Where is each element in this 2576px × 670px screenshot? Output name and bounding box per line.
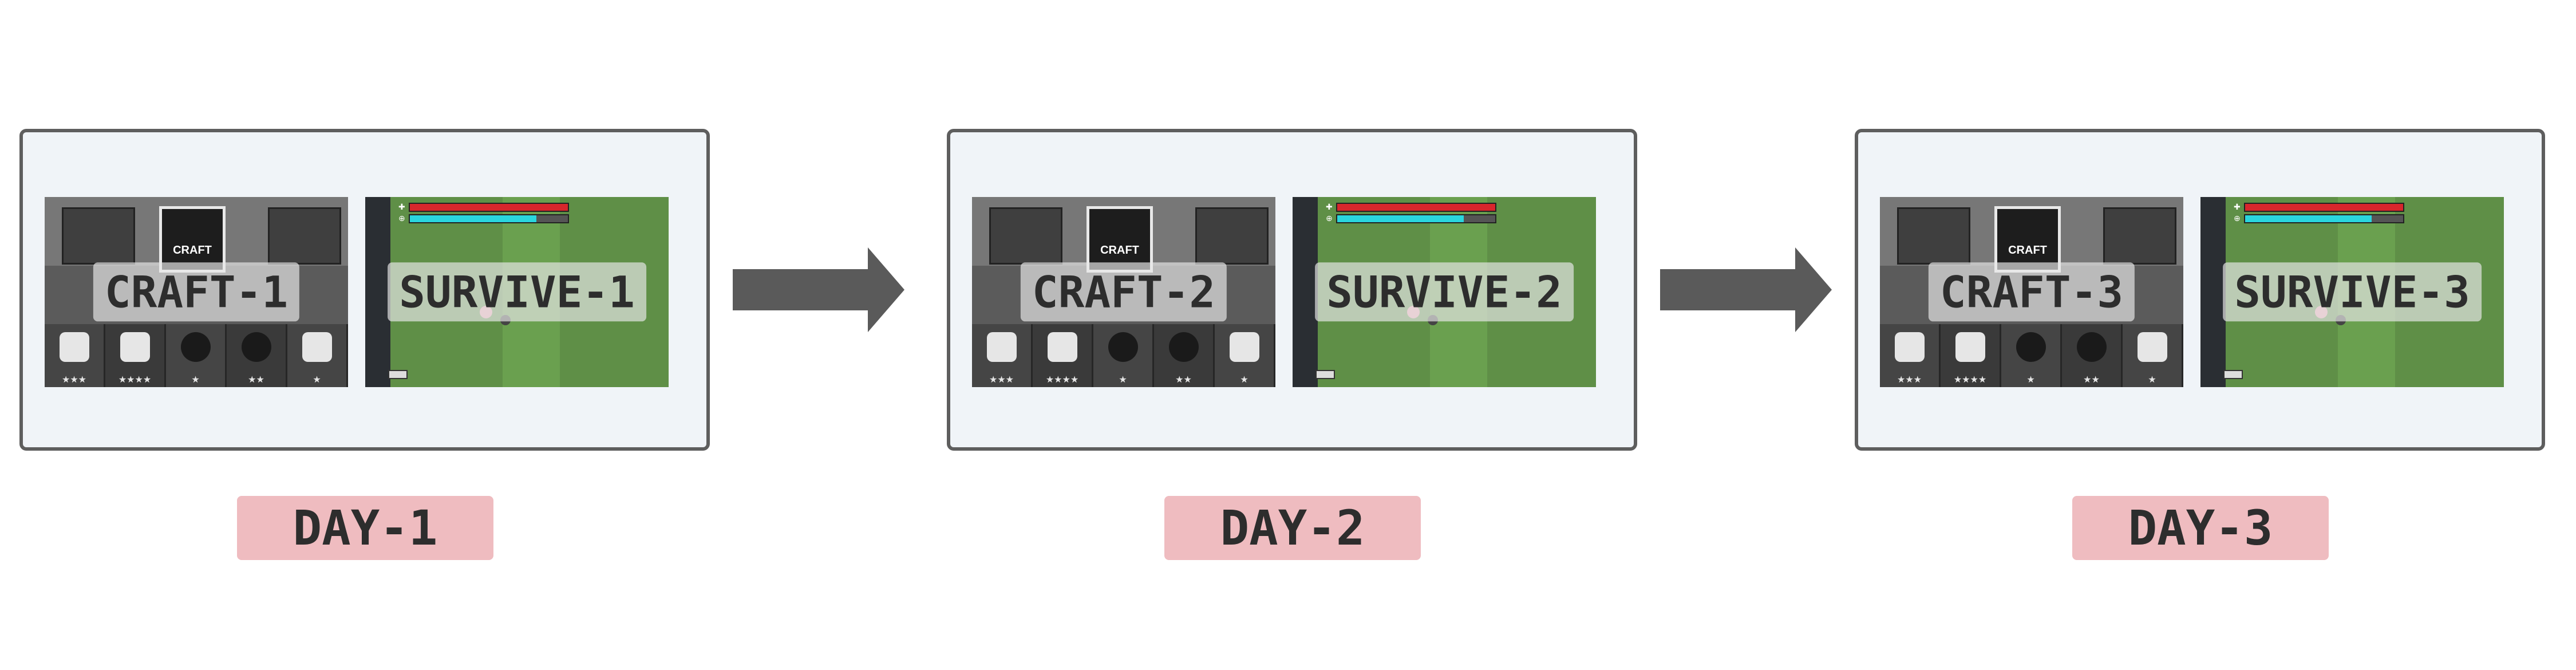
craft-button: CRAFT	[159, 206, 226, 273]
survive-thumbnail: ✚ ⊕ SURVIVE-2	[1293, 197, 1596, 387]
bomb-icon	[2016, 332, 2046, 362]
energy-icon: ⊕	[1326, 214, 1333, 223]
hud-pad	[388, 370, 408, 379]
craft-slot	[268, 207, 341, 265]
craft-slot	[62, 207, 135, 265]
craft-thumbnail: CRAFT ★★★ ★★★★ ★ ★★ ★ CRAFT-1	[45, 197, 348, 387]
item-icon	[59, 332, 89, 362]
craft-slot	[2103, 207, 2176, 265]
hud-pad	[2223, 370, 2243, 379]
day-panel-1: CRAFT ★★★ ★★★★ ★ ★★ ★ CRAFT-1 ✚ ⊕ SURVIV…	[19, 129, 710, 451]
item-stars: ★★★★	[1953, 374, 1987, 385]
right-arrow-icon	[1660, 247, 1832, 332]
side-strip	[2200, 197, 2226, 387]
item-stars: ★	[2148, 374, 2156, 385]
bomb-icon	[241, 332, 271, 362]
right-arrow-icon	[733, 247, 904, 332]
inventory-slot: ★	[287, 324, 348, 387]
bomb-icon	[180, 332, 211, 362]
item-stars: ★★★	[989, 374, 1014, 385]
bomb-icon	[2076, 332, 2107, 362]
craft-slot	[1195, 207, 1269, 265]
health-bar	[409, 203, 569, 212]
item-stars: ★★★	[61, 374, 87, 385]
survive-label: SURVIVE-1	[388, 262, 646, 322]
item-icon	[1047, 332, 1077, 362]
item-icon	[1229, 332, 1259, 362]
item-icon	[1955, 332, 1985, 362]
energy-bar	[409, 214, 569, 223]
item-stars: ★	[313, 374, 321, 385]
inventory-slot: ★★★★	[105, 324, 166, 387]
health-icon: ✚	[1326, 203, 1333, 212]
inventory-row: ★★★ ★★★★ ★ ★★ ★	[45, 324, 348, 387]
item-stars: ★	[1240, 374, 1249, 385]
energy-icon: ⊕	[398, 214, 405, 223]
inventory-slot: ★★	[227, 324, 287, 387]
craft-button: CRAFT	[1994, 206, 2061, 273]
health-bar	[1336, 203, 1496, 212]
survive-thumbnail: ✚ ⊕ SURVIVE-3	[2200, 197, 2504, 387]
craft-thumbnail: CRAFT ★★★ ★★★★ ★ ★★ ★ CRAFT-2	[972, 197, 1275, 387]
craft-slot	[989, 207, 1062, 265]
bomb-icon	[1168, 332, 1199, 362]
side-strip	[365, 197, 390, 387]
craft-slot	[1897, 207, 1970, 265]
inventory-row: ★★★ ★★★★ ★ ★★ ★	[972, 324, 1275, 387]
health-icon: ✚	[2234, 203, 2241, 212]
item-stars: ★★	[248, 374, 264, 385]
hud-pad	[1315, 370, 1335, 379]
craft-thumbnail: CRAFT ★★★ ★★★★ ★ ★★ ★ CRAFT-3	[1880, 197, 2183, 387]
inventory-slot: ★	[1215, 324, 1275, 387]
inventory-slot: ★	[2001, 324, 2062, 387]
day-panel-2: CRAFT ★★★ ★★★★ ★ ★★ ★ CRAFT-2 ✚ ⊕ SURVIV…	[947, 129, 1637, 451]
item-icon	[986, 332, 1017, 362]
item-icon	[302, 332, 332, 362]
inventory-slot: ★★★	[45, 324, 105, 387]
inventory-slot: ★★★★	[1941, 324, 2001, 387]
item-stars: ★	[191, 374, 200, 385]
item-icon	[120, 332, 150, 362]
craft-label: CRAFT-2	[1020, 262, 1227, 322]
item-stars: ★★★★	[118, 374, 152, 385]
energy-bar	[2244, 214, 2404, 223]
item-icon	[1894, 332, 1925, 362]
craft-button: CRAFT	[1086, 206, 1153, 273]
inventory-slot: ★★	[1154, 324, 1215, 387]
day-badge-2: DAY-2	[1164, 496, 1421, 560]
health-bar	[2244, 203, 2404, 212]
day-panel-3: CRAFT ★★★ ★★★★ ★ ★★ ★ CRAFT-3 ✚ ⊕ SURVIV…	[1855, 129, 2545, 451]
item-stars: ★★★	[1897, 374, 1922, 385]
item-stars: ★★★★	[1045, 374, 1079, 385]
inventory-slot: ★	[1093, 324, 1154, 387]
energy-bar	[1336, 214, 1496, 223]
side-strip	[1293, 197, 1318, 387]
inventory-slot: ★	[166, 324, 227, 387]
craft-label: CRAFT-3	[1928, 262, 2135, 322]
item-icon	[2137, 332, 2167, 362]
item-stars: ★★	[2083, 374, 2100, 385]
inventory-slot: ★★★★	[1033, 324, 1093, 387]
item-stars: ★★	[1175, 374, 1192, 385]
day-badge-1: DAY-1	[237, 496, 493, 560]
inventory-slot: ★	[2123, 324, 2183, 387]
item-stars: ★	[1119, 374, 1127, 385]
inventory-slot: ★★★	[1880, 324, 1941, 387]
energy-icon: ⊕	[2234, 214, 2241, 223]
day-badge-3: DAY-3	[2072, 496, 2329, 560]
health-icon: ✚	[398, 203, 405, 212]
item-stars: ★	[2026, 374, 2035, 385]
inventory-slot: ★★	[2062, 324, 2123, 387]
inventory-slot: ★★★	[972, 324, 1033, 387]
survive-thumbnail: ✚ ⊕ SURVIVE-1	[365, 197, 669, 387]
inventory-row: ★★★ ★★★★ ★ ★★ ★	[1880, 324, 2183, 387]
survive-label: SURVIVE-3	[2223, 262, 2482, 322]
survive-label: SURVIVE-2	[1315, 262, 1574, 322]
craft-label: CRAFT-1	[93, 262, 300, 322]
bomb-icon	[1108, 332, 1138, 362]
